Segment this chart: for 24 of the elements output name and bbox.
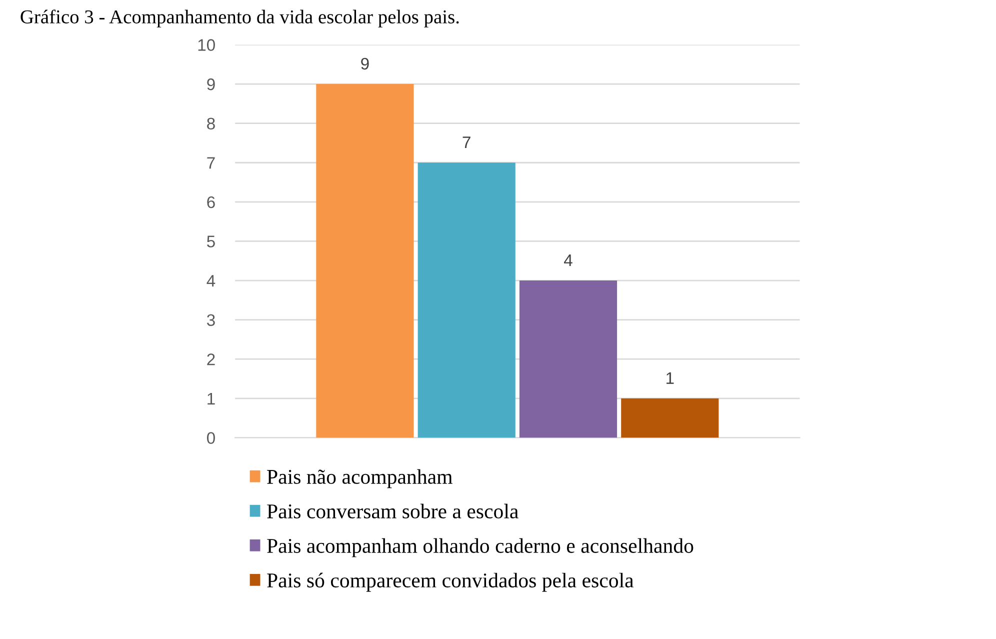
y-tick-label: 8 [207, 118, 215, 130]
chart-title: Gráfico 3 - Acompanhamento da vida escolar pelos pais. [20, 10, 459, 28]
y-tick-label: 3 [206, 314, 215, 326]
y-tick-label: 1 [208, 392, 215, 404]
y-tick-label: 6 [207, 196, 215, 208]
legend-label: Pais só comparecem convidados pela escola [267, 572, 634, 592]
y-tick-label: 4 [206, 275, 216, 287]
y-tick-label: 9 [207, 78, 215, 90]
bar [418, 162, 516, 438]
legend-label: Pais acompanham olhando caderno e aconselhando [267, 538, 694, 558]
data-label: 1 [666, 372, 674, 384]
legend-label: Pais não acompanham [267, 469, 452, 488]
bar [316, 84, 414, 438]
data-label: 4 [564, 254, 572, 266]
y-tick-label: 7 [207, 157, 215, 169]
bar [519, 280, 618, 438]
legend-label: Pais conversam sobre a escola [267, 504, 518, 518]
y-tick-label: 2 [207, 354, 215, 366]
data-label: 7 [462, 136, 470, 148]
y-tick-label: 5 [207, 236, 215, 248]
bar [621, 398, 719, 438]
data-label: 9 [361, 58, 369, 70]
y-tick-label: 10 [198, 39, 215, 51]
y-tick-label: 0 [206, 432, 215, 444]
